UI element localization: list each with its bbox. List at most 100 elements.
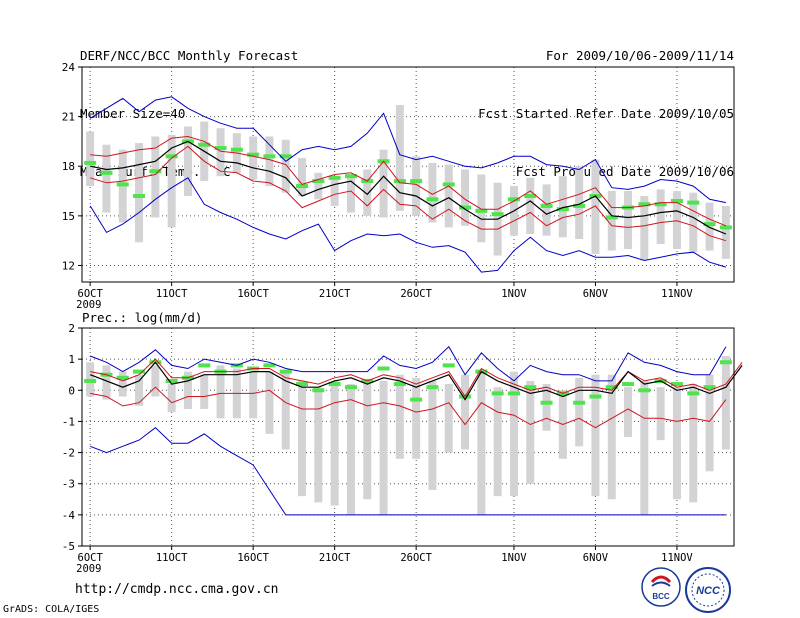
spread-box [298,380,307,497]
spread-box [526,380,535,484]
spread-box [705,202,714,251]
model-mark [573,203,586,208]
model-mark [263,154,276,159]
max-line [90,345,727,382]
model-mark [491,212,504,217]
bcc-logo-icon: BCC [641,567,681,607]
spread-box [705,374,714,472]
y-tick-label: -3 [62,478,75,491]
model-mark [540,400,553,405]
model-mark [475,208,488,213]
spread-box [689,192,698,253]
spread-box [314,387,323,503]
grads-credit: GrADS: COLA/IGES [3,604,100,615]
model-mark [589,394,602,399]
spread-box [102,144,111,213]
spread-box [721,205,730,259]
model-mark [393,179,406,184]
spread-box [183,126,192,196]
y-tick-label: 24 [62,61,76,74]
model-mark [230,147,243,152]
panel-title: Prec.: log(mm/d) [82,310,202,325]
y-tick-label: 1 [68,353,75,366]
model-mark [165,378,178,383]
spread-box [265,136,274,187]
model-mark [84,160,97,165]
spread-box [412,377,421,459]
upper-sd-line [90,135,727,227]
spread-box [640,380,649,515]
model-mark [410,179,423,184]
x-tick-label: 6NOV [583,552,609,564]
ncc-logo-text: NCC [696,585,721,597]
plot-frame [81,327,735,547]
y-tick-label: 0 [68,384,75,397]
model-mark [279,369,292,374]
spread-box [379,149,388,218]
spread-box [135,374,144,406]
x-tick-label: 21OCT [319,288,351,300]
spread-box [249,371,258,419]
model-mark [556,207,569,212]
refer-date: Fcst Started Refer Date 2009/10/05 [478,106,734,121]
model-mark [84,378,97,383]
lower-sd-line [90,145,727,242]
model-mark [296,184,309,189]
model-mark [410,397,423,402]
y-tick-label: 2 [68,322,75,335]
spread-box [395,105,404,211]
spread-box [493,387,502,497]
forecast-period: For 2009/10/06-2009/11/14 [545,48,734,63]
spread-box [477,371,486,515]
model-mark [312,179,325,184]
model-mark [198,142,211,147]
x-tick-label: 6OCT [78,552,104,564]
x-tick-label: 11OCT [156,552,188,564]
spread-box [265,371,274,434]
spread-box [640,196,649,261]
model-mark [377,366,390,371]
spread-box [656,189,665,244]
spread-box [689,384,698,503]
model-mark [654,202,667,207]
spread-box [298,157,307,196]
spread-box [363,380,372,500]
max-line [89,96,726,204]
model-mark [296,382,309,387]
model-mark [442,363,455,368]
spread-box [526,177,535,235]
spread-box [575,166,584,239]
model-mark [344,385,357,390]
spread-box [656,387,665,441]
y-tick-label: 21 [62,111,75,124]
spread-box [444,384,453,453]
model-mark [133,194,146,198]
model-mark [507,391,520,396]
spread-box [216,128,225,177]
model-mark [719,360,732,365]
spread-box [575,377,584,447]
model-mark [198,363,211,368]
spread-box [461,169,470,226]
min-line [90,427,726,516]
model-mark [312,388,325,393]
model-mark [622,382,635,387]
x-tick-label: 16OCT [237,288,269,300]
spread-box [428,162,437,223]
x-tick-label: 11NOV [661,552,693,564]
model-mark [638,202,651,207]
spread-box [412,156,421,216]
model-mark [165,154,178,159]
forecast-title: DERF/NCC/BCC Monthly Forecast [80,48,299,63]
model-mark [247,152,260,157]
spread-box [330,176,339,206]
spread-box [428,380,437,490]
model-mark [263,363,276,368]
spread-box [167,384,176,413]
x-tick-year: 2009 [76,563,101,575]
model-mark [214,146,227,151]
model-mark [459,205,472,210]
model-mark [426,197,439,202]
